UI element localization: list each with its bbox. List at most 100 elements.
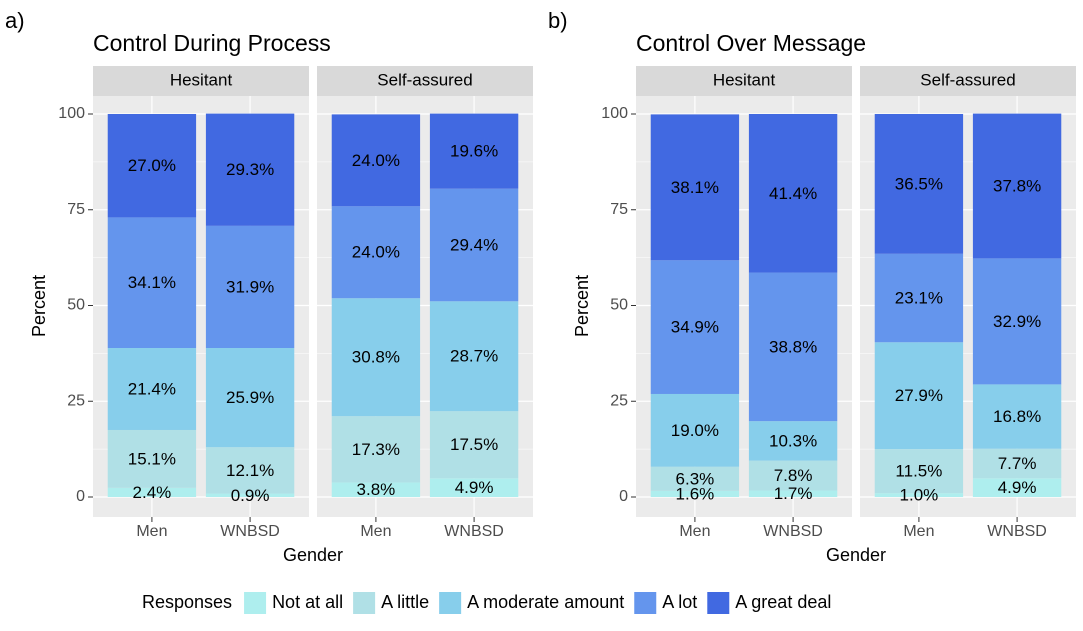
data-label: 29.4% [450, 235, 498, 254]
data-label: 23.1% [895, 289, 943, 308]
bar-segment [972, 448, 1062, 479]
bar-segment [972, 113, 1062, 259]
y-tick-label: 75 [67, 201, 85, 218]
strip [93, 66, 309, 96]
bar-segment [429, 113, 519, 189]
legend-key [634, 592, 657, 614]
bar-segment [650, 114, 740, 261]
x-tick-label: WNBSD [987, 523, 1047, 540]
strip [636, 66, 852, 96]
bar-segment [331, 114, 421, 207]
data-label: 19.0% [671, 421, 719, 440]
data-label: 3.8% [357, 480, 396, 499]
legend-key [439, 592, 462, 614]
bar-segment [972, 384, 1062, 449]
data-label: 17.5% [450, 435, 498, 454]
data-label: 10.3% [769, 431, 817, 450]
bar-segment [107, 487, 197, 497]
bar-segment [205, 348, 295, 448]
bar-segment [205, 447, 295, 494]
y-tick-label: 0 [619, 488, 628, 505]
data-label: 32.9% [993, 312, 1041, 331]
strip-label: Self-assured [377, 70, 472, 89]
strip-label: Hesitant [170, 70, 233, 89]
data-label: 34.1% [128, 273, 176, 292]
data-label: 25.9% [226, 388, 274, 407]
data-label: 7.8% [774, 466, 813, 485]
x-tick-label: WNBSD [220, 523, 280, 540]
x-tick-label: Men [903, 523, 934, 540]
data-label: 24.0% [352, 151, 400, 170]
bar-segment [748, 460, 838, 491]
data-label: 0.9% [231, 486, 270, 505]
y-tick-label: 25 [67, 392, 85, 409]
x-axis-label: Gender [826, 545, 886, 565]
data-label: 34.9% [671, 318, 719, 337]
data-label: 28.7% [450, 347, 498, 366]
chart-title: Control Over Message [636, 30, 866, 56]
data-label: 27.9% [895, 386, 943, 405]
legend-key [707, 592, 730, 614]
data-label: 29.3% [226, 160, 274, 179]
data-label: 11.5% [895, 462, 942, 481]
data-label: 2.4% [133, 483, 172, 502]
data-label: 4.9% [455, 478, 494, 497]
y-tick-label: 100 [58, 105, 85, 122]
legend-label: A moderate amount [467, 592, 624, 612]
data-label: 19.6% [450, 142, 498, 161]
x-tick-label: Men [679, 523, 710, 540]
bar-segment [107, 217, 197, 349]
bar-segment [205, 113, 295, 226]
data-label: 36.5% [895, 174, 943, 193]
bar-segment [748, 421, 838, 461]
y-tick-label: 100 [601, 105, 628, 122]
bar-segment [748, 490, 838, 497]
legend-label: A little [381, 592, 429, 612]
y-tick-label: 75 [610, 201, 628, 218]
data-label: 7.7% [998, 454, 1037, 473]
bar-segment [429, 188, 519, 302]
strip [317, 66, 533, 96]
bar-segment [429, 301, 519, 412]
panel-label: a) [5, 8, 25, 33]
bar-segment [107, 348, 197, 430]
y-tick-label: 0 [76, 488, 85, 505]
data-label: 21.4% [128, 379, 176, 398]
legend-label: A lot [662, 592, 697, 612]
bar-segment [331, 416, 421, 483]
bar-segment [972, 478, 1062, 497]
data-label: 38.1% [671, 178, 719, 197]
strip-label: Hesitant [713, 70, 776, 89]
bar-segment [748, 272, 838, 422]
x-tick-label: WNBSD [763, 523, 823, 540]
data-label: 24.0% [352, 243, 400, 262]
bar-segment [331, 206, 421, 299]
data-label: 12.1% [226, 461, 274, 480]
data-label: 31.9% [226, 277, 274, 296]
data-label: 30.8% [352, 348, 400, 367]
chart-title: Control During Process [93, 30, 331, 56]
data-label: 41.4% [769, 184, 817, 203]
y-axis-label: Percent [572, 275, 592, 337]
bar-segment [874, 114, 964, 254]
data-label: 6.3% [676, 469, 715, 488]
strip [860, 66, 1076, 96]
bar-segment [331, 298, 421, 417]
legend-key [353, 592, 376, 614]
bar-segment [650, 260, 740, 394]
bar-segment [874, 449, 964, 494]
bar-segment [748, 114, 838, 273]
bar-segment [972, 258, 1062, 385]
x-axis-label: Gender [283, 545, 343, 565]
bar-segment [874, 493, 964, 497]
bar-segment [331, 482, 421, 497]
legend-key [244, 592, 267, 614]
y-tick-label: 50 [67, 297, 85, 314]
y-axis-label: Percent [29, 275, 49, 337]
data-label: 1.0% [900, 486, 939, 505]
bar-segment [205, 493, 295, 497]
data-label: 1.6% [676, 484, 715, 503]
x-tick-label: Men [136, 523, 167, 540]
data-label: 16.8% [993, 407, 1041, 426]
